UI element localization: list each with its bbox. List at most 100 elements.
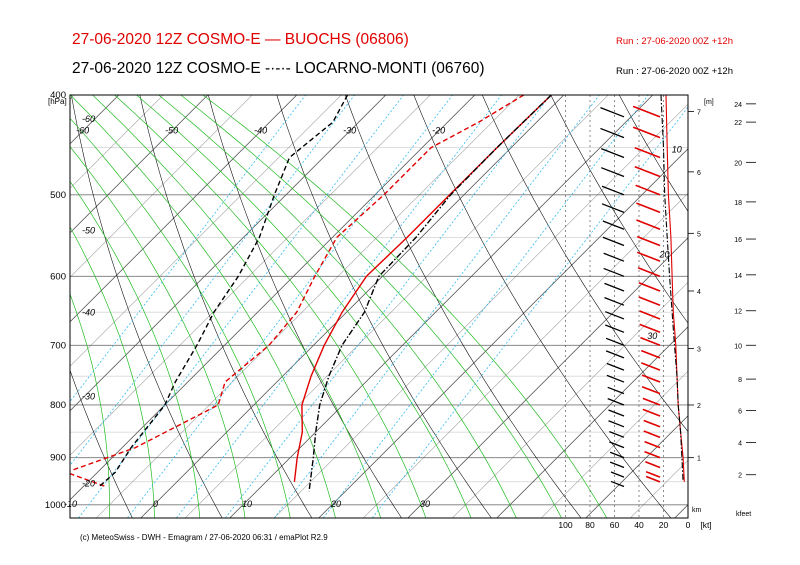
wind-barb-locarno	[602, 236, 625, 247]
wind-barb-buochs	[636, 251, 661, 262]
km-tick-label: 2	[697, 403, 701, 410]
wind-tick-label: 60	[610, 520, 620, 530]
temp-tick-bottom: 20	[330, 499, 341, 509]
wind-barb-locarno	[605, 324, 625, 333]
plot-frame	[69, 94, 689, 519]
wind-barb-locarno	[607, 398, 625, 406]
pressure-tick-label: 600	[50, 271, 66, 282]
isotherm-line	[407, 237, 688, 518]
wind-barb-locarno	[609, 441, 625, 449]
moist-adiabat-line	[92, 95, 382, 518]
kfeet-tick-label: 14	[734, 273, 742, 280]
wind-barb-locarno	[600, 107, 625, 118]
isotherm-line	[0, 95, 30, 518]
isotherm-line	[719, 95, 800, 518]
dry-adiabat-line	[139, 95, 313, 518]
mixing-ratio-line	[225, 95, 551, 518]
moist-adiabat-line	[180, 95, 562, 518]
pressure-tick-label: 900	[50, 453, 66, 464]
isotherm-line	[70, 95, 387, 412]
wind-barb-buochs	[642, 397, 661, 406]
dry-adiabat-line	[0, 95, 43, 518]
wind-barb-locarno	[606, 362, 625, 371]
moist-adiabat-line	[136, 95, 472, 518]
isotherm-line	[674, 504, 688, 518]
moist-adiabat-line	[70, 180, 201, 518]
adiabat-label: -20	[82, 479, 95, 489]
wind-barb-locarno	[603, 267, 625, 277]
wind-profile-label: 10	[672, 145, 682, 155]
moist-adiabat-line	[0, 95, 24, 518]
wind-barb-buochs	[636, 202, 661, 214]
moist-adiabat-line	[70, 146, 246, 518]
wind-barb-locarno	[605, 337, 625, 346]
adiabat-label: -60	[82, 114, 95, 124]
wind-barb-buochs	[632, 105, 661, 118]
kfeet-tick-label: 10	[734, 343, 742, 350]
isotherm-line	[274, 103, 688, 518]
pressure-tick-label: 700	[50, 340, 66, 351]
isotherm-line	[70, 95, 253, 278]
mixing-ratio-line	[176, 95, 502, 518]
wind-barb-locarno	[600, 167, 625, 178]
isotherm-line	[96, 95, 520, 518]
dry-adiabat-line	[687, 95, 688, 96]
wind-tick-label: 0	[686, 520, 691, 530]
dry-adiabat-line	[413, 95, 672, 518]
kfeet-tick-label: 22	[734, 120, 742, 127]
km-tick-label: 4	[697, 289, 701, 296]
wind-barb-locarno	[606, 374, 625, 383]
wind-barb-buochs	[643, 419, 661, 428]
kfeet-tick-label: 12	[734, 309, 742, 316]
km-tick-label: 6	[697, 170, 701, 177]
wind-barb-locarno	[602, 220, 625, 230]
wind-barb-buochs	[645, 461, 661, 469]
wind-barb-locarno	[601, 203, 625, 213]
isotherm-line	[70, 95, 298, 323]
dry-adiabat-line	[345, 95, 582, 518]
wind-tick-label: 100	[558, 520, 572, 530]
temperature-line	[308, 95, 552, 492]
adiabat-label: -30	[82, 391, 95, 401]
wind-profile-label: 20	[659, 249, 670, 259]
km-tick-label: 5	[697, 231, 701, 238]
moist-adiabat-line	[70, 293, 110, 518]
adiabat-label: -50	[82, 225, 95, 235]
wind-barb-buochs	[636, 235, 661, 247]
km-axis-label: km	[692, 507, 702, 514]
wind-barb-buochs	[641, 385, 661, 395]
moist-adiabat-line	[70, 226, 155, 518]
wind-barb-locarno	[609, 461, 625, 469]
mixing-ratio-line	[127, 95, 453, 518]
adiabat-label: -40	[82, 308, 95, 318]
wind-barb-locarno	[600, 127, 625, 139]
mixing-ratio-line	[70, 95, 306, 403]
wind-barb-buochs	[636, 219, 661, 230]
footer-credit: (c) MeteoSwiss - DWH - Emagram / 27-06-2…	[80, 533, 328, 542]
temp-tick-top: -40	[254, 126, 267, 136]
isotherm-line	[496, 326, 688, 518]
mixing-ratio-line	[322, 95, 649, 518]
wind-barb-buochs	[645, 470, 661, 478]
pressure-tick-label: 800	[50, 400, 66, 411]
isotherm-line	[585, 415, 688, 518]
isotherm-line	[140, 95, 565, 518]
moist-adiabat-line	[114, 95, 427, 518]
dry-adiabat-line	[756, 95, 800, 518]
wind-barb-buochs	[638, 296, 661, 306]
moist-adiabat-line	[70, 95, 336, 518]
temp-tick-top: -20	[432, 126, 445, 136]
dry-adiabat-line	[208, 95, 402, 518]
dry-adiabat-line	[70, 369, 133, 518]
wind-tick-label: 20	[659, 520, 669, 530]
wind-barb-locarno	[609, 451, 625, 459]
kfeet-tick-label: 4	[738, 441, 742, 448]
isotherm-line	[630, 459, 688, 518]
kfeet-tick-label: 2	[738, 473, 742, 480]
wind-barb-buochs	[634, 165, 661, 178]
kfeet-tick-label: 20	[734, 160, 742, 167]
wind-profile-line	[660, 95, 684, 482]
kfeet-axis-label: kfeet	[736, 511, 751, 518]
wind-barb-buochs	[641, 374, 661, 383]
